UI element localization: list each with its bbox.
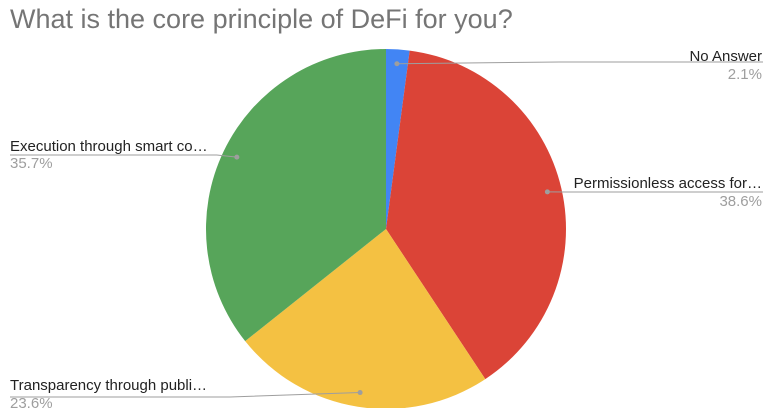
pie-slice-1 bbox=[386, 49, 410, 229]
leader-line-4 bbox=[10, 154, 237, 158]
slice-percent-3: 23.6% bbox=[10, 395, 53, 408]
slice-label-4: Execution through smart co… bbox=[10, 138, 208, 155]
slice-percent-1: 2.1% bbox=[728, 66, 762, 83]
slice-label-1: No Answer bbox=[689, 48, 762, 65]
slice-label-2: Permissionless access for… bbox=[574, 175, 762, 192]
pie-slices bbox=[205, 48, 567, 408]
chart-title: What is the core principle of DeFi for y… bbox=[10, 4, 513, 34]
pie-slice-4 bbox=[205, 48, 386, 342]
leader-lines bbox=[10, 61, 763, 398]
leader-line-1 bbox=[396, 61, 763, 65]
pie-slice-3 bbox=[245, 229, 486, 408]
slice-percent-4: 35.7% bbox=[10, 155, 53, 172]
pie-slice-2 bbox=[386, 50, 567, 380]
slice-percent-2: 38.6% bbox=[719, 193, 762, 210]
slice-label-3: Transparency through publi… bbox=[10, 377, 207, 394]
leader-line-3 bbox=[10, 392, 361, 398]
